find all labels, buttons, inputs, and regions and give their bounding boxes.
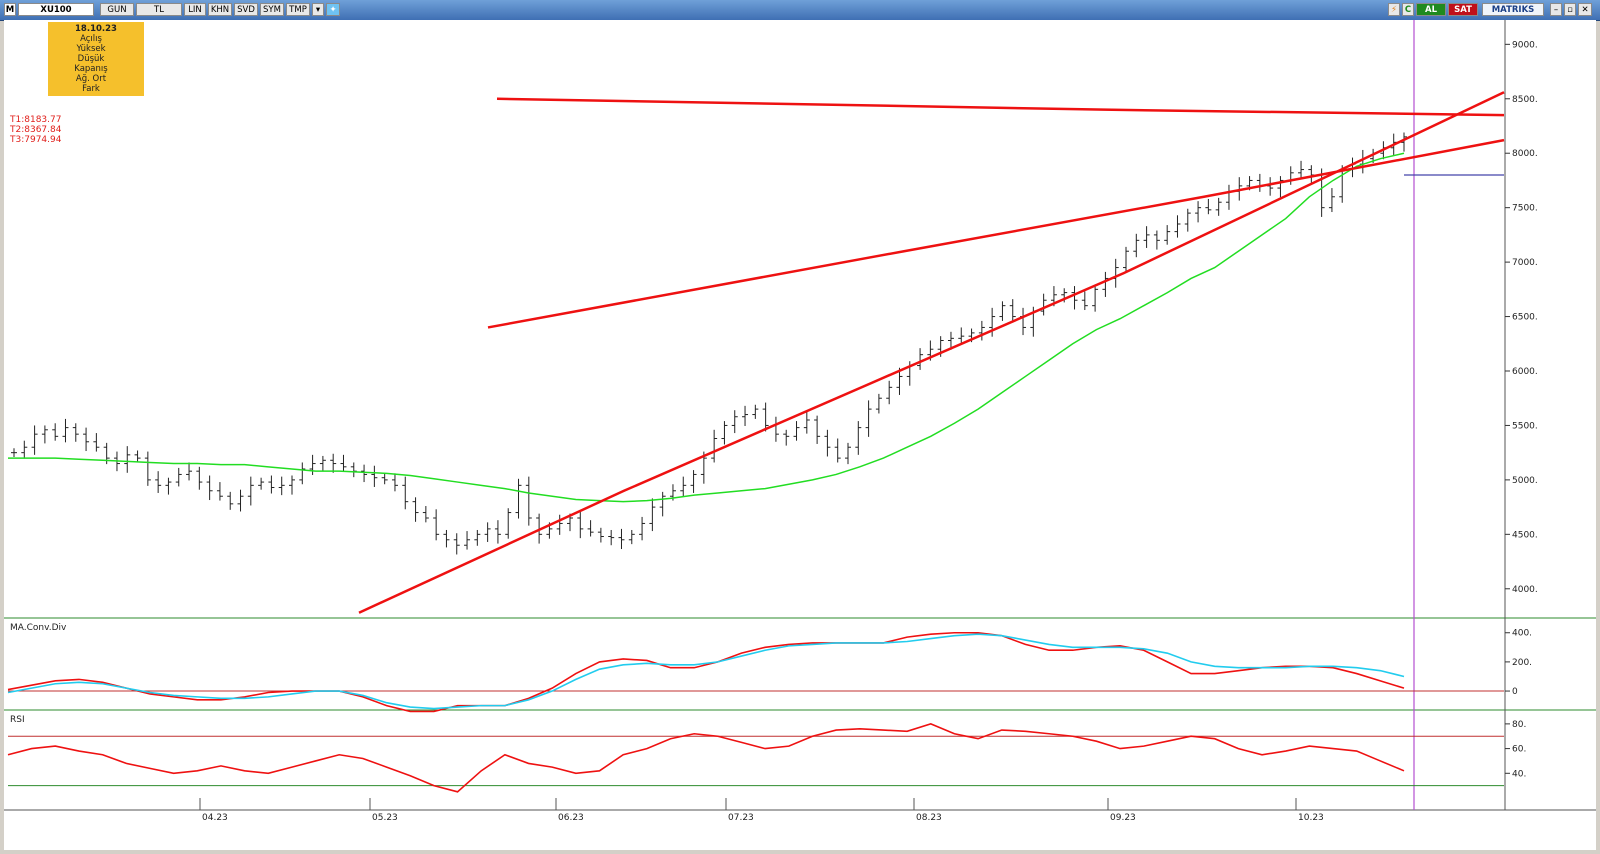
info-label-open: Açılış xyxy=(80,34,102,44)
indicator-line-0 xyxy=(7,631,1405,713)
refresh-icon[interactable]: C xyxy=(1402,3,1414,16)
sell-button[interactable]: SAT xyxy=(1448,3,1478,16)
y-tick-label: 6500. xyxy=(1512,313,1538,323)
y-tick-label: 5500. xyxy=(1512,421,1538,431)
ohlc-info-box: 18.10.23 Açılış Yüksek Düşük Kapanış Ağ.… xyxy=(48,22,144,96)
y-tick-label: 4500. xyxy=(1512,530,1538,540)
info-label-wavg: Ağ. Ort xyxy=(75,74,107,84)
title-bar: M XU100 GUN TL LIN KHN SVD SYM TMP ▾ ✦ ⚡… xyxy=(0,0,1600,21)
y-tick-label: 200. xyxy=(1512,658,1532,668)
x-tick-label: 08.23 xyxy=(916,813,942,823)
x-tick-label: 07.23 xyxy=(728,813,754,823)
x-tick-label: 09.23 xyxy=(1110,813,1136,823)
x-tick-label: 06.23 xyxy=(558,813,584,823)
svd-button[interactable]: SVD xyxy=(234,3,258,16)
trend-label-t1: T1:8183.77 xyxy=(10,115,62,125)
y-tick-label: 4000. xyxy=(1512,585,1538,595)
trendline-upper xyxy=(496,97,1505,117)
y-tick-label: 80. xyxy=(1512,720,1526,730)
lin-button[interactable]: LIN xyxy=(184,3,206,16)
info-label-low: Düşük xyxy=(77,54,105,64)
indicator-line-0 xyxy=(7,723,1405,793)
info-label-diff: Fark xyxy=(82,84,100,94)
tl-button[interactable]: TL xyxy=(136,3,182,16)
symbol-field[interactable]: XU100 xyxy=(18,3,94,16)
trendline-lower xyxy=(358,91,1505,614)
symbol-prefix: M xyxy=(4,3,16,16)
x-tick-label: 05.23 xyxy=(372,813,398,823)
chart-panel-2: 80. 60. 40. RSI xyxy=(7,715,1526,793)
y-tick-label: 7000. xyxy=(1512,258,1538,268)
trend-label-t3: T3:7974.94 xyxy=(10,135,62,145)
indicator-line-1 xyxy=(7,633,1405,710)
y-tick-label: 8500. xyxy=(1512,95,1538,105)
flash-icon[interactable]: ⚡ xyxy=(1388,3,1400,16)
dropdown-icon[interactable]: ▾ xyxy=(312,3,324,16)
minimize-button[interactable]: – xyxy=(1550,3,1562,16)
sym-button[interactable]: SYM xyxy=(260,3,284,16)
chart-panel-1: 400. 200. 0 MA.Conv.Div xyxy=(7,623,1532,713)
buy-button[interactable]: AL xyxy=(1416,3,1446,16)
info-label-high: Yüksek xyxy=(76,44,106,54)
tmp-button[interactable]: TMP xyxy=(286,3,310,16)
x-tick-label: 10.23 xyxy=(1298,813,1324,823)
y-tick-label: 7500. xyxy=(1512,204,1538,214)
x-tick-label: 04.23 xyxy=(202,813,228,823)
y-tick-label: 0 xyxy=(1512,687,1518,697)
y-tick-label: 40. xyxy=(1512,769,1526,779)
trend-label-t2: T2:8367.84 xyxy=(10,125,62,135)
trendline-values: T1:8183.77 T2:8367.84 T3:7974.94 xyxy=(10,115,61,145)
khn-button[interactable]: KHN xyxy=(208,3,232,16)
chart-canvas[interactable]: 9000. 8500. 8000. 7500. 7000. 6500. 6000. 5500.… xyxy=(4,20,1596,850)
brand-logo: MATRIKS xyxy=(1482,3,1544,16)
panel-title: MA.Conv.Div xyxy=(10,623,67,633)
y-tick-label: 400. xyxy=(1512,629,1532,639)
y-tick-label: 5000. xyxy=(1512,476,1538,486)
close-button[interactable]: ✕ xyxy=(1578,3,1592,16)
bird-icon[interactable]: ✦ xyxy=(326,3,340,16)
y-tick-label: 6000. xyxy=(1512,367,1538,377)
info-label-close: Kapanış xyxy=(74,64,108,74)
gun-button[interactable]: GUN xyxy=(100,3,134,16)
y-tick-label: 9000. xyxy=(1512,40,1538,50)
chart-area[interactable]: 9000. 8500. 8000. 7500. 7000. 6500. 6000. 5500.… xyxy=(4,20,1596,850)
trendline-middle xyxy=(487,138,1505,329)
moving-average-line xyxy=(8,152,1405,503)
info-date: 18.10.23 xyxy=(75,24,117,34)
panel-title: RSI xyxy=(10,715,25,725)
chart-panel-0: 9000. 8500. 8000. 7500. 7000. 6500. 6000. 5500.… xyxy=(8,40,1538,614)
restore-button[interactable]: ▫ xyxy=(1564,3,1576,16)
y-tick-label: 8000. xyxy=(1512,149,1538,159)
y-tick-label: 60. xyxy=(1512,745,1526,755)
